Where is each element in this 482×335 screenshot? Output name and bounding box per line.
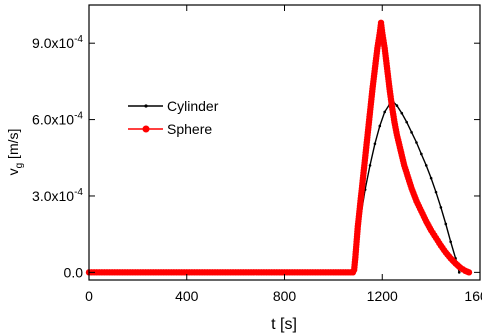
y-axis-label-symbol: v [5,168,21,175]
data-point [424,164,428,167]
data-point [420,152,423,156]
data-point [465,269,473,276]
x-tick-label: 800 [273,288,297,304]
data-point [457,271,461,274]
y-tick-label: 6.0x10-4 [32,111,83,128]
y-tick-label-exponent: -4 [74,187,83,198]
x-tick-label: 1200 [367,288,398,304]
y-tick-label-exponent: -4 [74,111,83,122]
legend-label-cylinder: Cylinder [167,98,219,114]
x-tick-label: 0 [85,288,93,304]
x-tick-label: 400 [175,288,199,304]
data-point [383,110,386,114]
y-axis-label-unit: [m/s] [5,129,21,159]
x-axis-label: t [s] [271,316,297,333]
data-point [429,176,433,180]
data-point [368,164,372,167]
y-tick-label-mantissa: 0.0 [64,264,84,280]
legend-marker-cylinder [144,104,148,108]
data-point [405,120,408,124]
legend-marker-sphere [142,125,150,133]
data-point [449,240,452,244]
data-point [434,190,438,194]
chart-legend: Cylinder Sphere [128,98,219,137]
y-axis-label: vg [m/s] [5,129,25,176]
legend-label-sphere: Sphere [167,121,212,137]
plot-frame [88,4,481,281]
y-tick-label-mantissa: 3.0x10 [32,188,74,204]
data-point [395,104,399,107]
y-tick-label-mantissa: 9.0x10 [32,35,74,51]
axis-ticks: 0400800120016000.03.0x10-46.0x10-49.0x10… [32,5,482,304]
data-point [378,124,382,128]
data-point [444,222,448,226]
y-tick-label: 0.0 [64,264,84,280]
y-tick-label-exponent: -4 [74,34,83,45]
y-axis-label-subscript: g [14,163,25,169]
data-point [410,131,413,134]
y-tick-label-mantissa: 6.0x10 [32,112,74,128]
series-line [89,22,470,273]
data-point [415,141,418,144]
x-tick-label: 1600 [464,288,482,304]
data-point [400,111,404,115]
y-tick-label: 3.0x10-4 [32,187,83,204]
series-sphere [85,19,473,276]
plot-series [85,19,473,276]
y-tick-label: 9.0x10-4 [32,34,83,51]
data-point [373,142,377,146]
data-point [439,206,443,209]
